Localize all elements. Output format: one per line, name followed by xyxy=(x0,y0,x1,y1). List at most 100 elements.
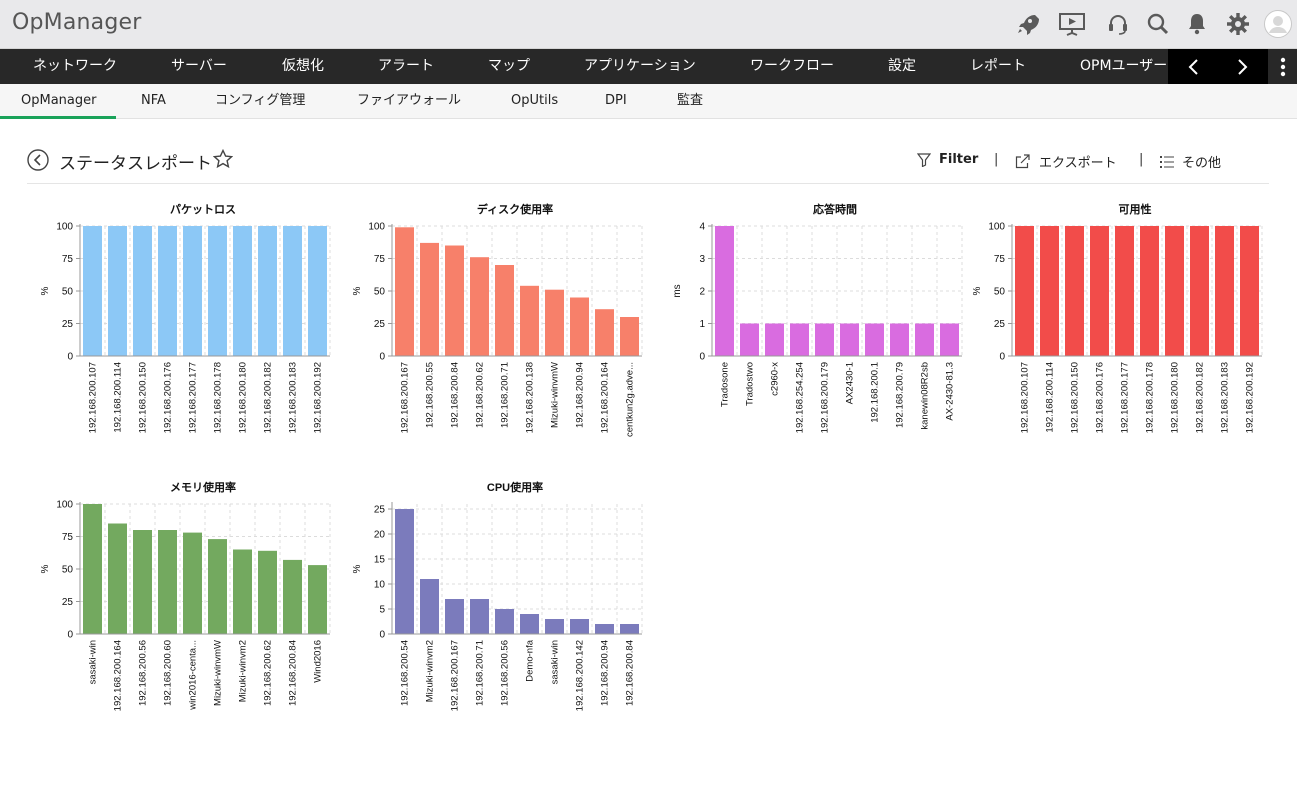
bar[interactable] xyxy=(108,226,127,356)
nav-item-servers[interactable]: サーバー xyxy=(171,58,227,74)
bar[interactable] xyxy=(208,539,227,634)
bar[interactable] xyxy=(890,323,909,357)
bar[interactable] xyxy=(1115,226,1134,356)
bar[interactable] xyxy=(620,317,639,356)
bar[interactable] xyxy=(1065,226,1084,356)
bar[interactable] xyxy=(233,549,252,635)
bar[interactable] xyxy=(865,323,884,357)
bar[interactable] xyxy=(940,323,959,357)
bar[interactable] xyxy=(308,226,327,356)
bar[interactable] xyxy=(740,323,759,357)
bar[interactable] xyxy=(570,619,589,634)
bar[interactable] xyxy=(258,226,277,356)
bar[interactable] xyxy=(283,559,302,634)
chevron-right-icon[interactable] xyxy=(1218,49,1268,84)
bar[interactable] xyxy=(133,530,152,634)
bar[interactable] xyxy=(595,624,614,634)
bar[interactable] xyxy=(1215,226,1234,356)
bar[interactable] xyxy=(470,599,489,634)
user-avatar-icon[interactable] xyxy=(1264,10,1292,38)
bar[interactable] xyxy=(158,226,177,356)
bar[interactable] xyxy=(815,323,834,357)
nav-item-workflow[interactable]: ワークフロー xyxy=(750,58,834,74)
rocket-icon[interactable] xyxy=(1013,10,1041,38)
y-tick-label: 50 xyxy=(62,287,74,298)
bar[interactable] xyxy=(1240,226,1259,356)
y-tick-label: 50 xyxy=(62,565,74,576)
bell-icon[interactable] xyxy=(1183,10,1211,38)
bar[interactable] xyxy=(1140,226,1159,356)
bar[interactable] xyxy=(158,530,177,634)
bar[interactable] xyxy=(915,323,934,357)
bar[interactable] xyxy=(765,323,784,357)
bar[interactable] xyxy=(445,599,464,634)
bar[interactable] xyxy=(520,285,539,356)
support-headset-icon[interactable] xyxy=(1104,10,1132,38)
bar[interactable] xyxy=(1090,226,1109,356)
nav-item-network[interactable]: ネットワーク xyxy=(33,58,117,74)
nav-item-reports[interactable]: レポート xyxy=(970,58,1026,74)
bar[interactable] xyxy=(108,523,127,635)
more-vertical-icon[interactable] xyxy=(1268,49,1297,84)
bar[interactable] xyxy=(208,226,227,356)
bar[interactable] xyxy=(790,323,809,357)
bar[interactable] xyxy=(183,226,202,356)
bar[interactable] xyxy=(445,245,464,357)
bar[interactable] xyxy=(283,226,302,356)
bar[interactable] xyxy=(570,297,589,357)
bar[interactable] xyxy=(520,614,539,634)
bar[interactable] xyxy=(258,550,277,634)
bar[interactable] xyxy=(495,265,514,356)
x-tick-label: 192.168.200.1 xyxy=(870,362,881,423)
bar[interactable] xyxy=(183,532,202,634)
bar[interactable] xyxy=(1165,226,1184,356)
bar[interactable] xyxy=(1190,226,1209,356)
subnav-item-config-mgmt[interactable]: コンフィグ管理 xyxy=(215,93,306,108)
presentation-icon[interactable] xyxy=(1058,10,1086,38)
bar[interactable] xyxy=(420,579,439,634)
subnav-item-audit[interactable]: 監査 xyxy=(677,93,704,108)
nav-item-alerts[interactable]: アラート xyxy=(378,58,434,74)
bar[interactable] xyxy=(420,242,439,356)
gear-icon[interactable] xyxy=(1224,10,1252,38)
filter-button[interactable]: Filter xyxy=(917,152,978,167)
bar[interactable] xyxy=(840,323,859,357)
nav-item-applications[interactable]: アプリケーション xyxy=(584,58,696,74)
bar[interactable] xyxy=(308,565,327,634)
bar[interactable] xyxy=(545,619,564,634)
bar[interactable] xyxy=(83,226,102,356)
x-tick-label: c2960-x xyxy=(770,362,781,396)
subnav-item-nfa[interactable]: NFA xyxy=(141,93,166,108)
y-tick-label: 4 xyxy=(699,222,705,233)
export-button[interactable]: エクスポート xyxy=(1015,152,1117,171)
back-arrow-icon[interactable] xyxy=(27,149,49,171)
bar[interactable] xyxy=(595,309,614,356)
bar[interactable] xyxy=(233,226,252,356)
x-tick-label: 192.168.200.167 xyxy=(450,640,461,711)
subnav-item-oputils[interactable]: OpUtils xyxy=(511,93,559,108)
bar[interactable] xyxy=(545,289,564,356)
nav-item-settings[interactable]: 設定 xyxy=(888,58,916,74)
bar[interactable] xyxy=(715,226,734,356)
bar[interactable] xyxy=(495,609,514,634)
chevron-left-icon[interactable] xyxy=(1168,49,1218,84)
bar[interactable] xyxy=(395,509,414,634)
bar[interactable] xyxy=(133,226,152,356)
bar[interactable] xyxy=(395,227,414,356)
subnav-item-dpi[interactable]: DPI xyxy=(605,93,627,108)
nav-item-maps[interactable]: マップ xyxy=(488,58,530,74)
bar[interactable] xyxy=(620,624,639,634)
nav-item-virtualization[interactable]: 仮想化 xyxy=(282,58,324,74)
star-icon[interactable] xyxy=(212,148,234,169)
bar[interactable] xyxy=(83,504,102,634)
subnav-item-opmanager[interactable]: OpManager xyxy=(21,93,97,108)
bar[interactable] xyxy=(1015,226,1034,356)
bar[interactable] xyxy=(470,257,489,356)
x-tick-label: 192.168.200.164 xyxy=(600,362,611,433)
more-options-button[interactable]: その他 xyxy=(1160,152,1221,171)
subnav-item-firewall[interactable]: ファイアウォール xyxy=(357,93,462,108)
nav-item-opm-users[interactable]: OPMユーザー xyxy=(1080,58,1168,74)
x-tick-label: 192.168.200.176 xyxy=(163,362,174,433)
search-icon[interactable] xyxy=(1144,10,1172,38)
bar[interactable] xyxy=(1040,226,1059,356)
